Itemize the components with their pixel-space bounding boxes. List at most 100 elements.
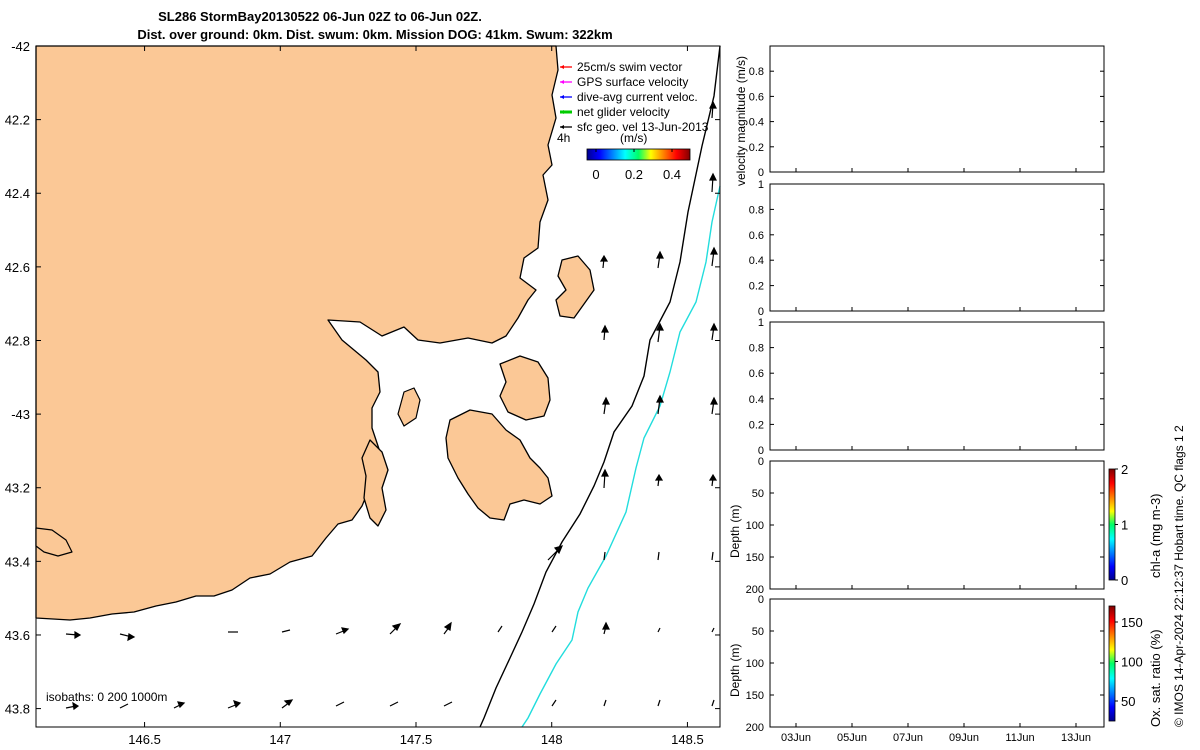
panel-velocity bbox=[769, 45, 1105, 173]
oxygen-depth-tick-label: 100 bbox=[746, 658, 764, 670]
chl-colorbar bbox=[1108, 468, 1116, 581]
map-frame bbox=[35, 45, 721, 728]
isobaths-label: isobaths: 0 200 1000m bbox=[46, 690, 167, 704]
date-tick-label: 07Jun bbox=[893, 732, 923, 744]
panel3-tick-label: 0.4 bbox=[749, 394, 764, 406]
chl-depth-tick-label: 200 bbox=[746, 584, 764, 596]
oxygen-colorbar-label: Ox. sat. ratio (%) bbox=[1148, 629, 1163, 727]
oxygen-depth-tick-label: 200 bbox=[746, 722, 764, 734]
oxygen-colorbar-tick-label: 150 bbox=[1121, 615, 1143, 630]
lon-tick-label: 147.5 bbox=[400, 732, 433, 747]
panel3-tick-label: 0 bbox=[758, 445, 764, 457]
panel2-tick-label: 0.6 bbox=[749, 230, 764, 242]
isobath-1000m bbox=[521, 185, 721, 728]
land-maria-island bbox=[555, 255, 595, 319]
side-colorbar-ticks: 2 1 0 150 100 50 bbox=[1115, 462, 1143, 709]
lat-tick-label: 42.2 bbox=[5, 113, 30, 128]
chl-depth-ylabel: Depth (m) bbox=[728, 504, 742, 558]
lon-tick-label: 148.5 bbox=[671, 732, 704, 747]
footer-vertical-credit: © IMOS 14-Apr-2024 22:12:37 Hobart time.… bbox=[1172, 425, 1186, 727]
legend-swatch-head bbox=[560, 110, 564, 114]
oxygen-depth-tick-label: 150 bbox=[746, 690, 764, 702]
oxygen-axes bbox=[769, 598, 1105, 728]
chl-colorbar-tick-label: 2 bbox=[1121, 462, 1128, 477]
panel3-axes bbox=[769, 321, 1105, 451]
panel3-tick-label: 0.2 bbox=[749, 419, 764, 431]
velocity-tick-label: 0.2 bbox=[749, 142, 764, 154]
velocity-ylabel: velocity magnitude (m/s) bbox=[734, 55, 748, 186]
oxygen-depth-ylabel: Depth (m) bbox=[728, 643, 742, 697]
map-axes bbox=[35, 45, 721, 728]
chl-colorbar-tick-label: 0 bbox=[1121, 573, 1128, 588]
lat-tick-label: 42.4 bbox=[5, 186, 30, 201]
velocity-tick-label: 0.8 bbox=[749, 66, 764, 78]
velocity-tick-label: 0.4 bbox=[749, 117, 764, 129]
legend-label: sfc geo. vel 13-Jun-2013 bbox=[577, 120, 709, 134]
legend-label: dive-avg current veloc. bbox=[577, 90, 698, 104]
land-bruny-north bbox=[361, 439, 389, 527]
legend-label: net glider velocity bbox=[577, 105, 670, 119]
panel2-tick-label: 0.8 bbox=[749, 204, 764, 216]
lat-tick-label: 43.8 bbox=[5, 702, 30, 717]
oxygen-depth-tick-label: 50 bbox=[752, 626, 764, 638]
panel2-tick-label: 0.4 bbox=[749, 255, 764, 267]
map-colorbar bbox=[586, 148, 691, 161]
oxygen-depth-tick-label: 0 bbox=[758, 594, 764, 606]
legend-swatch-head bbox=[560, 65, 564, 69]
velocity-tick-label: 0 bbox=[758, 167, 764, 179]
velocity-tick-label: 0.6 bbox=[749, 91, 764, 103]
legend-label: 25cm/s swim vector bbox=[577, 60, 682, 74]
chart-title-line2: Dist. over ground: 0km. Dist. swum: 0km.… bbox=[137, 27, 613, 42]
map-lat-ticks: -42 42.2 42.4 42.6 42.8 -43 43.2 43.4 43.6 43.8 bbox=[5, 39, 720, 717]
chl-depth-tick-label: 150 bbox=[746, 552, 764, 564]
lon-tick-label: 146.5 bbox=[128, 732, 161, 747]
panel3-tick-label: 0.6 bbox=[749, 368, 764, 380]
panel-chl bbox=[769, 460, 1105, 590]
colorbar-tick-label: 0.4 bbox=[663, 167, 681, 182]
land-mainland bbox=[35, 45, 559, 621]
lon-tick-label: 148 bbox=[541, 732, 563, 747]
lat-tick-label: 43.2 bbox=[5, 481, 30, 496]
date-tick-label: 09Jun bbox=[949, 732, 979, 744]
panel-2 bbox=[769, 183, 1105, 312]
chl-depth-tick-label: 100 bbox=[746, 520, 764, 532]
panel3-tick-label: 1 bbox=[758, 317, 764, 329]
lat-tick-label: 43.6 bbox=[5, 628, 30, 643]
colorbar-tick-label: 0.2 bbox=[625, 167, 643, 182]
land-derwent-island bbox=[397, 387, 421, 427]
chart-title-line1: SL286 StormBay20130522 06-Jun 02Z to 06-… bbox=[158, 9, 482, 24]
oxygen-colorbar-tick-label: 100 bbox=[1121, 655, 1143, 670]
panel3-tick-label: 0.8 bbox=[749, 343, 764, 355]
panel-3 bbox=[769, 321, 1105, 451]
land-forestier bbox=[499, 355, 551, 421]
date-tick-label: 13Jun bbox=[1061, 732, 1091, 744]
panel2-axes bbox=[769, 183, 1105, 312]
velocity-axes bbox=[769, 45, 1105, 173]
panel2-tick-label: 1 bbox=[758, 179, 764, 191]
map-colorbar-ticks: 0 0.2 0.4 bbox=[592, 149, 681, 182]
isobath-200m bbox=[479, 45, 721, 728]
legend-swatch-head bbox=[560, 125, 564, 129]
oxygen-colorbar bbox=[1108, 605, 1116, 722]
lat-tick-label: 42.6 bbox=[5, 260, 30, 275]
legend-swatch-head bbox=[560, 80, 564, 84]
legend-extra-label: 4h bbox=[557, 131, 570, 145]
oxygen-colorbar-tick-label: 50 bbox=[1121, 694, 1135, 709]
current-vector-field bbox=[65, 100, 718, 711]
date-tick-label: 05Jun bbox=[837, 732, 867, 744]
lat-tick-label: 43.4 bbox=[5, 554, 30, 569]
chl-depth-tick-label: 0 bbox=[758, 456, 764, 468]
chl-colorbar-tick-label: 1 bbox=[1121, 518, 1128, 533]
chl-axes bbox=[769, 460, 1105, 590]
legend-label: GPS surface velocity bbox=[577, 75, 688, 89]
lon-tick-label: 147 bbox=[269, 732, 291, 747]
date-tick-label: 03Jun bbox=[781, 732, 811, 744]
panel-oxygen bbox=[769, 598, 1105, 728]
chl-colorbar-label: chl-a (mg m-3) bbox=[1148, 493, 1163, 578]
panel-ticks: 0.80.60.40.2010.80.60.40.2010.80.60.40.2… bbox=[746, 66, 1104, 744]
map-lon-ticks: 146.5 147 147.5 148 148.5 bbox=[128, 46, 704, 747]
lat-tick-label: -43 bbox=[11, 407, 30, 422]
date-tick-label: 11Jun bbox=[1005, 732, 1034, 744]
